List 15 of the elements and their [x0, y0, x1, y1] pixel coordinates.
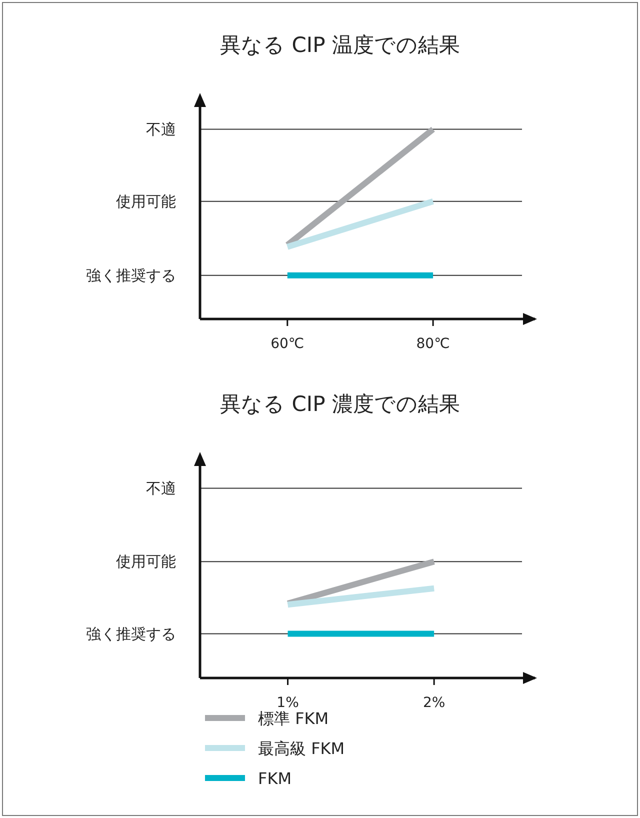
x-tick-label: 1% [276, 695, 299, 711]
ref-line-label: 使用可能 [116, 552, 176, 571]
ref-line-label: 不適 [146, 479, 176, 498]
legend-label: FKM [258, 769, 292, 788]
ref-line-label: 不適 [146, 120, 176, 138]
x-tick-label: 80℃ [416, 336, 450, 352]
ref-line-label: 強く推奨する [86, 266, 176, 284]
legend-label: 標準 FKM [258, 709, 329, 728]
ref-line-label: 使用可能 [116, 192, 176, 210]
chart-title: 異なる CIP 濃度での結果 [220, 392, 460, 416]
x-tick-label: 2% [422, 695, 446, 711]
ref-line-label: 強く推奨する [86, 624, 176, 643]
chart-title: 異なる CIP 温度での結果 [220, 33, 460, 57]
x-tick-label: 60℃ [270, 336, 304, 352]
legend-label: 最高級 FKM [258, 739, 345, 758]
